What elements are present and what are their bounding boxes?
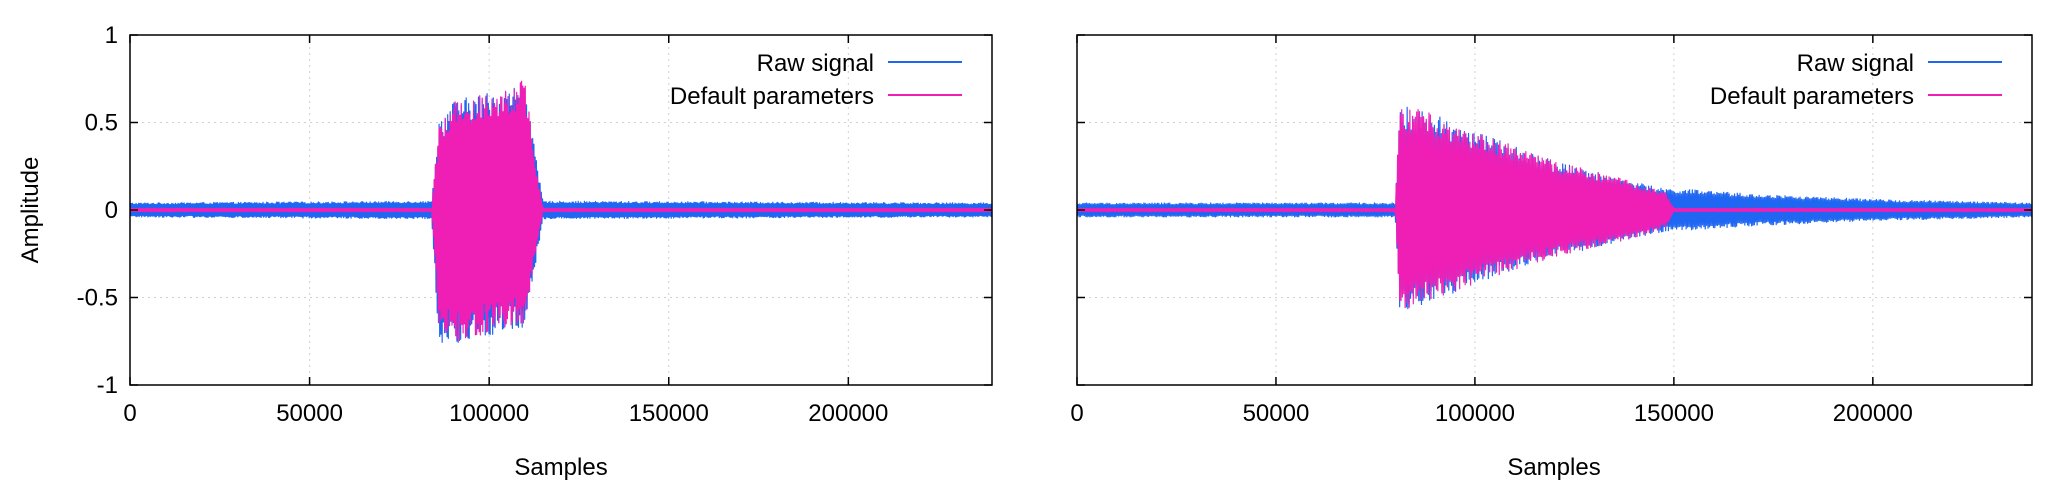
- x-tick-label: 100000: [1435, 400, 1515, 427]
- x-axis-label: Samples: [1507, 454, 1600, 480]
- tick-marks: [1076, 34, 2032, 386]
- x-tick-label: 150000: [629, 400, 709, 427]
- x-tick-label: 200000: [808, 400, 888, 427]
- series-layer: [1076, 106, 2033, 310]
- legend-label-default: Default parameters: [1710, 83, 1914, 110]
- left-chart: 0 50000 100000 150000 200000 -1 -0.5 0 0.5 1 Samp…: [17, 22, 993, 480]
- series-layer: [129, 80, 993, 343]
- series-line-raw: [129, 87, 993, 343]
- x-axis-label: Samples: [514, 454, 607, 480]
- series-line-default: [1076, 109, 2033, 309]
- x-tick-label: 50000: [276, 400, 343, 427]
- legend: Raw signal Default parameters: [670, 50, 962, 110]
- y-tick-label: 0.5: [85, 110, 118, 137]
- x-tick-label: 200000: [1833, 400, 1913, 427]
- tick-labels: 0 50000 100000 150000 200000: [1070, 400, 1913, 427]
- series-line-default: [129, 80, 993, 342]
- y-tick-label: -1: [97, 372, 118, 399]
- x-tick-label: 50000: [1243, 400, 1310, 427]
- legend-label-raw: Raw signal: [1797, 50, 1914, 77]
- tick-marks: [129, 34, 992, 386]
- tick-labels: 0 50000 100000 150000 200000 -1 -0.5 0 0.5 1: [77, 22, 889, 427]
- y-tick-label: -0.5: [77, 285, 118, 312]
- x-tick-label: 0: [1070, 400, 1083, 427]
- legend: Raw signal Default parameters: [1710, 50, 2002, 110]
- x-tick-label: 100000: [449, 400, 529, 427]
- x-tick-label: 150000: [1634, 400, 1714, 427]
- y-axis-label: Amplitude: [17, 157, 44, 264]
- y-tick-label: 1: [105, 22, 118, 49]
- right-chart: 0 50000 100000 150000 200000 Samples Raw sig…: [1070, 34, 2033, 480]
- y-tick-label: 0: [105, 197, 118, 224]
- legend-label-raw: Raw signal: [757, 50, 874, 77]
- legend-label-default: Default parameters: [670, 83, 874, 110]
- x-tick-label: 0: [123, 400, 136, 427]
